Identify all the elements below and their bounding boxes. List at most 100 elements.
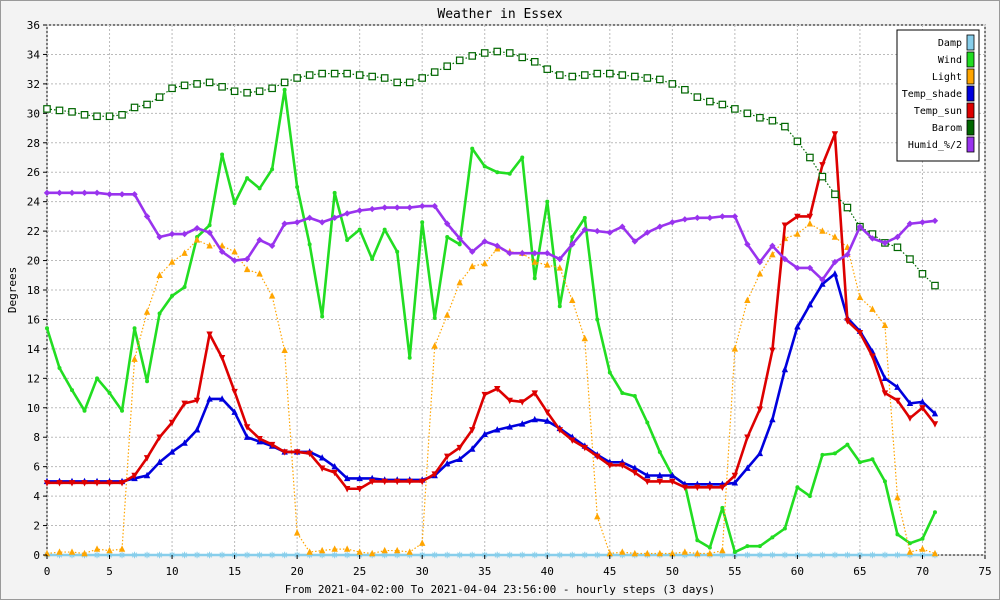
data-point-wind xyxy=(295,184,300,189)
data-point-barom xyxy=(418,74,427,82)
data-point-light xyxy=(56,548,63,555)
data-point-temp-shade xyxy=(794,323,801,330)
data-point-light xyxy=(268,292,276,299)
data-point-wind xyxy=(507,171,512,176)
data-point-wind xyxy=(845,442,850,447)
legend-label-barom: Barom xyxy=(932,123,962,134)
data-point-temp-sun xyxy=(181,400,188,408)
data-point-barom xyxy=(693,93,702,101)
data-point-light xyxy=(469,262,476,270)
data-point-light xyxy=(731,345,739,352)
data-point-wind xyxy=(620,391,625,396)
data-point-humid-2 xyxy=(406,204,413,211)
y-tick-label: 34 xyxy=(27,48,41,61)
data-point-temp-shade xyxy=(919,398,926,405)
data-point-humid-2 xyxy=(281,220,288,227)
data-point-wind xyxy=(520,155,525,160)
data-point-temp-sun xyxy=(156,434,163,441)
data-point-temp-shade xyxy=(931,409,939,417)
data-point-temp-shade xyxy=(731,479,739,486)
data-point-barom xyxy=(343,69,351,78)
data-point-damp xyxy=(869,551,876,559)
data-point-barom xyxy=(743,109,752,118)
data-point-humid-2 xyxy=(293,219,301,226)
legend-swatch-temp-shade xyxy=(966,85,975,102)
data-point-light xyxy=(869,305,876,312)
data-point-wind xyxy=(695,538,700,543)
data-point-temp-sun xyxy=(56,480,63,487)
legend-label-damp: Damp xyxy=(938,38,962,49)
data-point-damp xyxy=(881,551,889,559)
data-point-barom xyxy=(80,111,89,119)
data-point-light xyxy=(431,342,438,349)
data-point-light xyxy=(856,293,864,301)
x-tick-label: 75 xyxy=(978,565,991,578)
data-point-temp-shade xyxy=(193,426,201,433)
data-point-damp xyxy=(281,551,288,559)
data-point-light xyxy=(444,311,451,318)
data-point-temp-shade xyxy=(168,448,176,455)
data-point-humid-2 xyxy=(544,249,551,257)
data-point-light xyxy=(794,230,801,237)
data-point-barom xyxy=(480,49,489,57)
legend-label-temp-shade: Temp_shade xyxy=(902,89,962,100)
data-point-light xyxy=(669,549,676,557)
series-temp-sun xyxy=(43,131,939,493)
data-point-humid-2 xyxy=(906,220,914,227)
y-axis-label: Degrees xyxy=(6,267,19,313)
data-point-wind xyxy=(432,315,437,320)
y-tick-label: 28 xyxy=(27,137,40,150)
data-point-light xyxy=(243,265,251,273)
data-point-temp-sun xyxy=(644,478,651,486)
data-point-wind xyxy=(120,408,125,413)
data-point-temp-shade xyxy=(456,455,463,463)
data-point-damp xyxy=(131,551,138,559)
data-point-temp-sun xyxy=(243,424,251,431)
data-point-humid-2 xyxy=(331,214,338,222)
data-point-light xyxy=(831,233,839,240)
data-point-humid-2 xyxy=(706,214,714,222)
data-point-temp-shade xyxy=(881,374,889,382)
data-point-humid-2 xyxy=(81,189,88,197)
data-point-light xyxy=(881,321,889,329)
data-point-humid-2 xyxy=(644,229,651,236)
data-point-temp-sun xyxy=(656,478,664,486)
data-point-humid-2 xyxy=(181,230,188,238)
data-point-damp xyxy=(569,551,576,559)
data-point-light xyxy=(706,549,714,557)
data-point-light xyxy=(381,546,388,554)
data-point-humid-2 xyxy=(444,220,451,227)
data-point-barom xyxy=(593,69,602,78)
data-point-humid-2 xyxy=(356,207,363,214)
data-point-light xyxy=(356,548,363,555)
data-point-temp-sun xyxy=(281,449,288,456)
data-point-damp xyxy=(494,551,501,559)
data-point-light xyxy=(619,548,626,555)
data-point-temp-shade xyxy=(243,433,251,440)
data-point-temp-sun xyxy=(719,484,726,491)
chart-title: Weather in Essex xyxy=(437,7,562,22)
data-point-temp-sun xyxy=(731,472,739,480)
data-point-temp-sun xyxy=(406,478,413,486)
data-point-temp-sun xyxy=(168,419,176,427)
data-point-temp-sun xyxy=(881,390,889,397)
data-point-damp xyxy=(156,551,163,559)
data-point-wind xyxy=(532,276,537,281)
x-tick-label: 0 xyxy=(44,565,51,578)
data-point-wind xyxy=(482,164,487,169)
y-tick-label: 8 xyxy=(33,431,40,444)
data-point-light xyxy=(293,529,301,536)
data-point-damp xyxy=(769,551,776,559)
data-point-wind xyxy=(382,227,387,232)
data-point-temp-sun xyxy=(143,455,151,462)
data-point-light xyxy=(544,261,551,268)
data-point-barom xyxy=(168,84,176,93)
data-point-humid-2 xyxy=(506,249,513,257)
data-point-wind xyxy=(170,293,175,298)
data-point-light xyxy=(106,546,113,554)
data-point-barom xyxy=(806,153,814,162)
data-point-damp xyxy=(619,551,626,559)
data-point-wind xyxy=(657,449,662,454)
series-humid-2 xyxy=(43,189,939,283)
data-point-wind xyxy=(920,536,925,541)
